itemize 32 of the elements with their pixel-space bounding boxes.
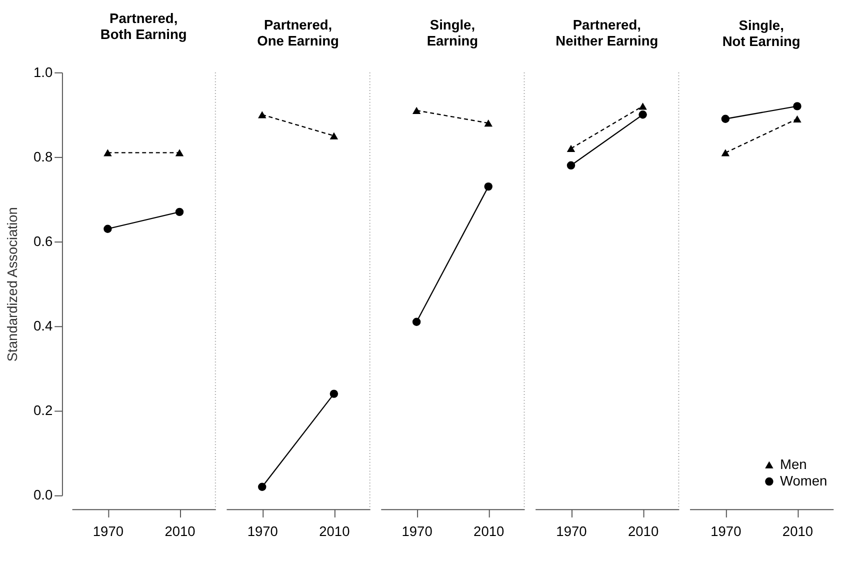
y-tick-label: 0.0: [33, 488, 53, 503]
x-tick-label: 2010: [164, 524, 196, 540]
y-tick-label: 0.2: [33, 403, 53, 418]
x-tick-label: 2010: [474, 524, 505, 540]
x-tick-label: 1970: [710, 524, 742, 540]
y-axis-title: Standardized Association: [4, 207, 20, 362]
x-tick-label: 2010: [782, 524, 814, 540]
point: [258, 482, 266, 491]
x-tick-label: 1970: [556, 524, 588, 540]
x-tick-label: 1970: [402, 524, 433, 540]
chart-title: Partnered, Neither Earning: [556, 18, 658, 48]
y-tick-label: 0.4: [33, 318, 53, 334]
point: [104, 224, 112, 233]
point: [412, 318, 421, 326]
chart-title: Single, Earning: [426, 18, 478, 48]
point: [330, 390, 338, 398]
legend-label: Men: [780, 456, 807, 472]
y-tick-label: 0.8: [33, 149, 53, 164]
y-tick-label: 0.6: [33, 234, 53, 249]
legend-label: Women: [780, 473, 828, 488]
x-tick-label: 2010: [319, 524, 350, 540]
y-tick-label: 1.0: [33, 64, 53, 80]
point: [566, 161, 576, 170]
x-tick-label: 1970: [92, 524, 124, 540]
point: [175, 208, 184, 216]
x-tick-label: 2010: [628, 524, 659, 540]
chart-title: Partnered, One Earning: [257, 18, 339, 48]
point: [484, 182, 492, 191]
chart-title: Single, Not Earning: [722, 18, 800, 49]
chart-title: Partnered, Both Earning: [100, 11, 187, 42]
x-tick-label: 1970: [247, 524, 278, 540]
point: [638, 110, 647, 119]
